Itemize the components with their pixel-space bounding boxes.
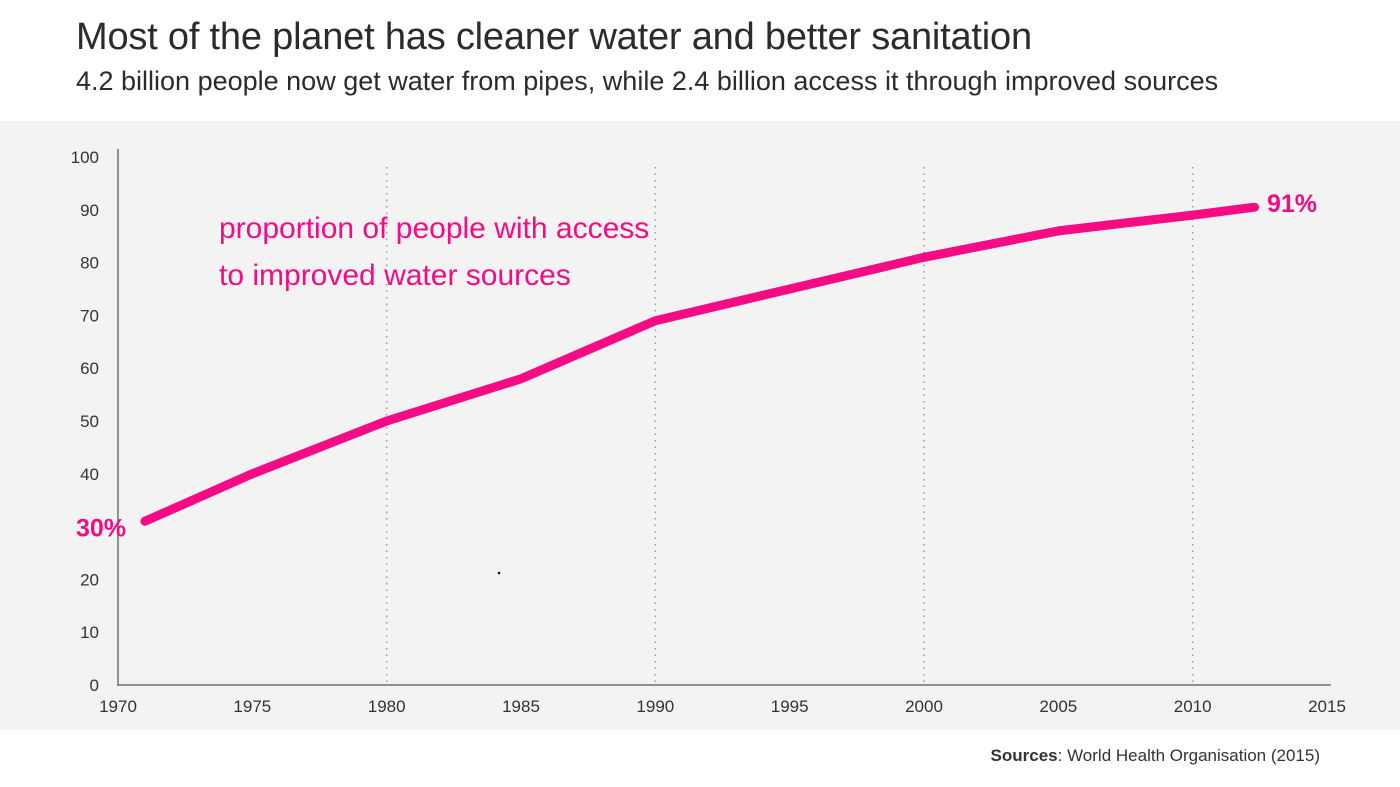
source-note: Sources: World Health Organisation (2015… [991, 746, 1320, 766]
y-tick-label-70: 70 [80, 306, 99, 325]
stray-dot [497, 571, 501, 575]
x-tick-label-2015: 2015 [1308, 697, 1346, 716]
series-line [140, 202, 1259, 526]
source-text: : World Health Organisation (2015) [1057, 746, 1320, 765]
x-tick-label-1975: 1975 [233, 697, 271, 716]
x-tick-label-1995: 1995 [771, 697, 809, 716]
x-tick-label-1985: 1985 [502, 697, 540, 716]
y-tick-label-0: 0 [90, 676, 99, 695]
x-tick-label-1970: 1970 [99, 697, 137, 716]
y-tick-label-40: 40 [80, 465, 99, 484]
x-tick-label-1980: 1980 [368, 697, 406, 716]
y-tick-label-100: 100 [71, 148, 99, 167]
chart-subtitle: 4.2 billion people now get water from pi… [76, 66, 1219, 96]
start-value-label: 30% [76, 514, 126, 542]
source-label: Sources [990, 746, 1058, 765]
x-tick-label-2005: 2005 [1039, 697, 1077, 716]
y-tick-label-50: 50 [80, 412, 99, 431]
chart-title: Most of the planet has cleaner water and… [76, 16, 1032, 58]
line-chart: 0 10 20 40 50 60 70 80 90 100 1970 1975 1980 1985 1990… [71, 148, 1346, 716]
y-tick-label-20: 20 [80, 570, 99, 589]
chart-panel: 0 10 20 40 50 60 70 80 90 100 1970 1975 1980 1985 1990… [0, 121, 1400, 730]
y-tick-label-10: 10 [80, 623, 99, 642]
series-annotation-line: proportion of people with access [219, 212, 649, 245]
x-tick-label-1990: 1990 [636, 697, 674, 716]
x-tick-label-2010: 2010 [1174, 697, 1212, 716]
y-tick-label-60: 60 [80, 359, 99, 378]
x-tick-label-2000: 2000 [905, 697, 943, 716]
y-tick-label-80: 80 [80, 254, 99, 273]
series-annotation-line: to improved water sources [219, 259, 571, 292]
end-value-label: 91% [1267, 190, 1317, 218]
y-tick-label-90: 90 [80, 201, 99, 220]
